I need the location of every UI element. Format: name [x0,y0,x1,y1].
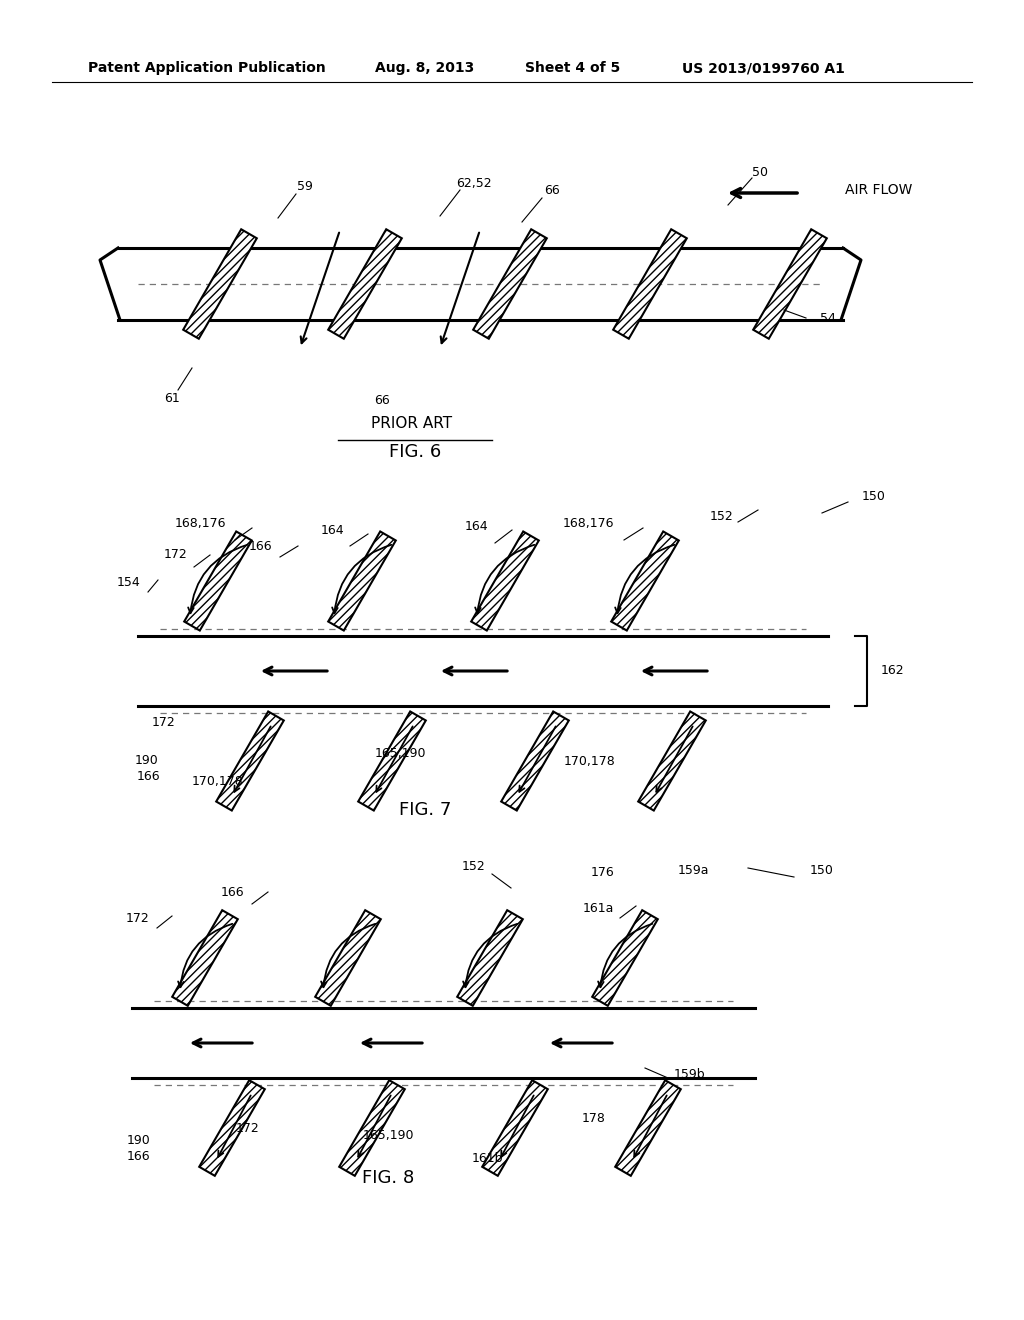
Text: 54: 54 [820,312,836,325]
Text: 50: 50 [752,165,768,178]
Polygon shape [329,230,401,339]
Text: 176: 176 [590,866,614,879]
Polygon shape [613,230,687,339]
Polygon shape [184,532,252,631]
Text: 170,178: 170,178 [564,755,615,768]
Text: 172: 172 [125,912,150,925]
Text: 178: 178 [582,1111,606,1125]
Text: PRIOR ART: PRIOR ART [372,417,453,432]
Text: 166: 166 [126,1150,150,1163]
Text: 59: 59 [297,181,313,194]
Text: 168,176: 168,176 [562,517,614,531]
Text: 165,190: 165,190 [362,1130,414,1143]
Polygon shape [329,532,396,631]
Polygon shape [638,711,706,810]
Text: 150: 150 [862,491,886,503]
Polygon shape [183,230,257,339]
Polygon shape [471,532,539,631]
Polygon shape [315,911,381,1006]
Text: 161b: 161b [471,1151,503,1164]
Polygon shape [482,1080,548,1176]
Text: 190: 190 [126,1134,150,1147]
Polygon shape [754,230,826,339]
Text: 152: 152 [461,861,485,874]
Text: 150: 150 [810,865,834,878]
Text: 62,52: 62,52 [456,177,492,190]
Text: Aug. 8, 2013: Aug. 8, 2013 [375,61,474,75]
Text: 164: 164 [464,520,488,532]
Text: US 2013/0199760 A1: US 2013/0199760 A1 [682,61,845,75]
Text: 66: 66 [374,393,390,407]
Text: 162: 162 [881,664,904,677]
Text: 168,176: 168,176 [174,517,226,531]
Text: 164: 164 [321,524,344,537]
Text: 159a: 159a [678,863,710,876]
Text: FIG. 6: FIG. 6 [389,444,441,461]
Text: FIG. 8: FIG. 8 [361,1170,414,1187]
Text: AIR FLOW: AIR FLOW [845,183,912,197]
Polygon shape [216,711,284,810]
Text: Patent Application Publication: Patent Application Publication [88,61,326,75]
Polygon shape [172,911,238,1006]
Text: 172: 172 [152,715,175,729]
Text: 172: 172 [237,1122,260,1134]
Text: 165,190: 165,190 [374,747,426,759]
Polygon shape [200,1080,265,1176]
Text: 166: 166 [220,886,244,899]
Text: 161a: 161a [583,902,614,915]
Polygon shape [615,1080,681,1176]
Polygon shape [457,911,523,1006]
Text: 152: 152 [710,510,733,523]
Text: Sheet 4 of 5: Sheet 4 of 5 [525,61,621,75]
Polygon shape [611,532,679,631]
Text: 159b: 159b [674,1068,706,1081]
Text: 66: 66 [544,185,560,198]
Polygon shape [473,230,547,339]
Text: 172: 172 [163,549,187,561]
Text: 170,178: 170,178 [193,776,244,788]
Text: 166: 166 [249,540,272,553]
Text: FIG. 7: FIG. 7 [398,801,452,818]
Text: 190: 190 [134,754,158,767]
Polygon shape [592,911,657,1006]
Text: 166: 166 [136,770,160,783]
Polygon shape [501,711,568,810]
Polygon shape [358,711,426,810]
Text: 154: 154 [117,576,140,589]
Polygon shape [339,1080,404,1176]
Text: 61: 61 [164,392,180,404]
